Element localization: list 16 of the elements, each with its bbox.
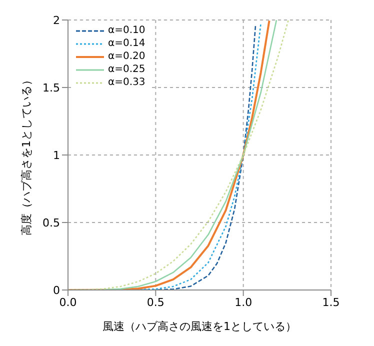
x-tick-label: 0.0 [59, 296, 77, 309]
y-tick-label: 2 [53, 14, 60, 27]
legend-label: α=0.10 [108, 24, 146, 37]
y-tick-label: 0.5 [42, 216, 60, 230]
legend-label: α=0.20 [108, 50, 146, 63]
legend-label: α=0.25 [108, 63, 146, 76]
x-tick-label: 0.5 [146, 296, 164, 309]
y-tick-label: 1.5 [42, 81, 60, 94]
x-tick-label: 1.0 [234, 296, 252, 309]
x-tick-label: 1.5 [322, 296, 340, 309]
y-tick-label: 0 [53, 284, 60, 297]
legend-label: α=0.33 [108, 76, 146, 89]
y-axis-title: 高度（ハブ高さを1としている） [20, 74, 33, 236]
x-axis-title: 風速（ハブ高さの風速を1としている） [102, 320, 296, 333]
y-tick-label: 1 [53, 148, 60, 162]
legend-label: α=0.14 [108, 37, 146, 50]
